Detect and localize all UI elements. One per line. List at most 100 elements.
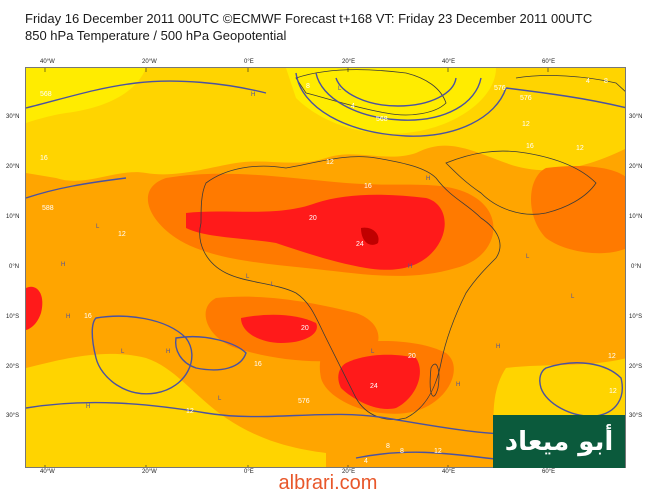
brand-logo: أبو ميعاد (493, 415, 625, 468)
low-pressure-marker: L (121, 349, 125, 355)
contour-label: 12 (118, 231, 126, 238)
geopotential-contour (26, 177, 127, 199)
top-axis-label: 0°E (244, 59, 254, 65)
left-axis-label: 30°N (6, 114, 20, 120)
bottom-axis-label: 40°E (442, 469, 456, 475)
contour-label: 12 (576, 145, 584, 152)
high-pressure-marker: H (426, 176, 430, 182)
geopotential-contour (335, 77, 457, 107)
bottom-axis-label: 40°W (40, 469, 55, 475)
right-axis-label: 0°N (631, 264, 642, 270)
contour-label: 568 (40, 91, 52, 98)
top-axis-label: 40°E (442, 59, 456, 65)
contour-label: 576 (298, 398, 310, 405)
temperature-field-red-kalahari (338, 354, 420, 409)
europe-coastline (295, 69, 447, 116)
contour-label: 8 (386, 443, 390, 450)
geopotential-contour (26, 80, 267, 109)
asia-coastline (515, 75, 625, 92)
right-axis-label: 20°N (629, 164, 643, 170)
contour-label: 8 (306, 83, 310, 90)
low-pressure-marker: L (246, 274, 250, 280)
contour-label: 4 (586, 78, 590, 85)
high-pressure-marker: H (61, 262, 65, 268)
contour-label: 12 (326, 159, 334, 166)
low-pressure-marker: L (571, 294, 575, 300)
contour-label: 4 (351, 103, 355, 110)
geopotential-contour (505, 87, 625, 109)
high-pressure-marker: H (66, 314, 70, 320)
contour-label: 20 (408, 353, 416, 360)
left-axis-label: 10°N (6, 214, 20, 220)
contour-label: 8 (400, 448, 404, 455)
contour-label: 16 (364, 183, 372, 190)
contour-label: 12 (608, 353, 616, 360)
top-axis-label: 60°E (542, 59, 556, 65)
right-axis-label: 30°S (629, 413, 643, 419)
contour-label: 12 (522, 121, 530, 128)
high-pressure-marker: H (166, 349, 170, 355)
right-axis-label: 10°N (629, 214, 643, 220)
contour-label: 24 (370, 383, 378, 390)
brand-name: أبو ميعاد (504, 426, 614, 457)
temperature-field-red-central-africa (186, 194, 445, 270)
contour-label: 588 (42, 205, 54, 212)
contour-label: 12 (434, 448, 442, 455)
temperature-field-red-angola (241, 314, 317, 343)
temperature-field-pale-northwest (26, 68, 146, 123)
geopotential-contour (91, 315, 193, 395)
bottom-axis-label: 20°E (342, 469, 356, 475)
temperature-field-yellow-south (26, 353, 326, 467)
bottom-axis-label: 60°E (542, 469, 556, 475)
low-pressure-marker: L (371, 349, 375, 355)
high-pressure-marker: H (456, 382, 460, 388)
right-axis-label: 20°S (629, 364, 643, 370)
contour-label: 16 (84, 313, 92, 320)
contour-label: 12 (609, 388, 617, 395)
top-axis-label: 20°W (142, 59, 157, 65)
right-axis-label: 30°N (629, 114, 643, 120)
top-axis-label: 40°W (40, 59, 55, 65)
contour-label: 4 (364, 458, 368, 465)
left-axis-label: 20°N (6, 164, 20, 170)
temperature-field-dark-orange-arabia (531, 166, 625, 254)
high-pressure-marker: H (251, 92, 255, 98)
madagascar-coastline (429, 363, 440, 397)
title-line-2: 850 hPa Temperature / 500 hPa Geopotenti… (25, 28, 287, 43)
temperature-field-red-atlantic (26, 286, 43, 330)
contour-label: 568 (376, 116, 388, 123)
contour-label: 16 (254, 361, 262, 368)
left-axis-label: 20°S (6, 364, 20, 370)
contour-label: 576 (520, 95, 532, 102)
low-pressure-marker: L (96, 224, 100, 230)
left-axis-label: 0°N (9, 264, 20, 270)
geopotential-contour (174, 336, 247, 371)
geopotential-contour (295, 72, 507, 137)
contour-label: 20 (301, 325, 309, 332)
high-pressure-marker: H (496, 344, 500, 350)
bottom-axis-label: 20°W (142, 469, 157, 475)
high-pressure-marker: H (408, 264, 412, 270)
bottom-axis-label: 0°E (244, 469, 254, 475)
contour-label: 16 (526, 143, 534, 150)
africa-coastline (199, 156, 501, 420)
contour-label: 24 (356, 241, 364, 248)
temperature-field-darkred-core (361, 227, 379, 245)
geopotential-contour (315, 72, 482, 121)
map-title: Friday 16 December 2011 00UTC ©ECMWF For… (25, 10, 592, 44)
contour-label: 576 (494, 85, 506, 92)
site-watermark: albrari.com (278, 472, 378, 494)
low-pressure-marker: L (218, 396, 222, 402)
contour-label: 8 (604, 78, 608, 85)
contour-label: 12 (186, 408, 194, 415)
contour-label: 20 (309, 215, 317, 222)
top-axis-label: 20°E (342, 59, 356, 65)
contour-label: 16 (40, 155, 48, 162)
arabia-coastline (445, 150, 597, 215)
low-pressure-marker: L (338, 86, 342, 92)
high-pressure-marker: H (86, 404, 90, 410)
left-axis-label: 30°S (6, 413, 20, 419)
low-pressure-marker: L (526, 254, 530, 260)
low-pressure-marker: L (271, 282, 275, 288)
weather-map: 568 8 12 16 20 24 16 20 12 16 12 20 24 5… (25, 67, 626, 468)
